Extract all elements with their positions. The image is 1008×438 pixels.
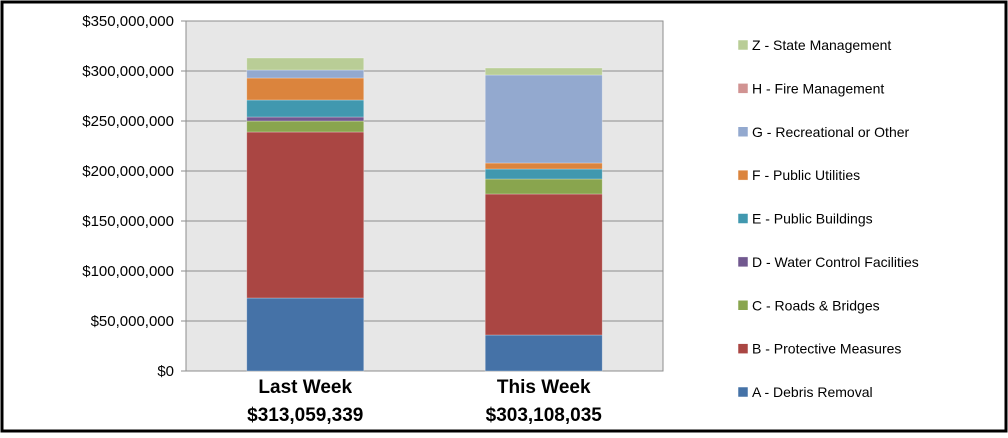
bar-segment-e	[246, 99, 365, 118]
bar-segment-d	[246, 116, 365, 122]
legend-swatch	[737, 213, 749, 224]
y-tick-label: $200,000,000	[82, 163, 174, 180]
x-category-total-label: $303,108,035	[486, 405, 603, 426]
legend-label: H - Fire Management	[752, 80, 884, 96]
legend-swatch	[737, 126, 749, 137]
legend: Z - State Management H - Fire Management G…	[737, 37, 919, 400]
bar-segment-c	[484, 178, 603, 195]
bar-segment-z	[484, 67, 603, 76]
bar-segment-f	[246, 77, 365, 101]
x-axis: Last Week $313,059,339 This Week $303,108,0…	[247, 377, 602, 426]
legend-swatch	[737, 169, 749, 181]
y-tick-label: $0	[157, 363, 174, 380]
y-tick-label: $250,000,000	[82, 113, 174, 130]
x-category-label: This Week	[497, 377, 591, 398]
bar-segment-g	[484, 74, 603, 164]
bars	[246, 57, 603, 372]
x-category-label: Last Week	[258, 377, 352, 398]
legend-swatch	[737, 300, 749, 311]
bar-segment-b	[246, 131, 365, 299]
y-axis: $0 $50,000,000 $100,000,000 $150,000,000 $20…	[82, 13, 186, 380]
y-tick-label: $350,000,000	[82, 13, 174, 30]
legend-swatch	[737, 343, 749, 354]
bar-segment-g	[246, 69, 365, 79]
bar-segment-c	[246, 120, 365, 133]
y-tick-label: $50,000,000	[91, 313, 174, 330]
x-category-total-label: $313,059,339	[247, 405, 363, 426]
legend-swatch	[737, 83, 749, 94]
legend-label: C - Roads & Bridges	[752, 297, 880, 313]
bar-segment-f	[484, 162, 603, 170]
bar-segment-e	[484, 168, 603, 180]
y-tick-label: $300,000,000	[82, 63, 174, 80]
y-tick-label: $150,000,000	[82, 213, 174, 230]
bar-segment-a	[246, 297, 365, 372]
legend-label: F - Public Utilities	[752, 167, 860, 183]
legend-swatch	[737, 386, 749, 398]
legend-label: A - Debris Removal	[752, 384, 873, 400]
bar-segment-b	[484, 193, 603, 336]
legend-swatch	[737, 39, 749, 51]
legend-label: G - Recreational or Other	[752, 124, 910, 140]
legend-label: B - Protective Measures	[752, 341, 901, 357]
legend-swatch	[737, 256, 749, 268]
y-tick-label: $100,000,000	[82, 263, 174, 280]
legend-label: E - Public Buildings	[752, 211, 873, 227]
bar-segment-a	[484, 334, 603, 372]
legend-label: D - Water Control Facilities	[752, 254, 919, 270]
legend-label: Z - State Management	[752, 37, 891, 53]
bar-segment-z	[246, 57, 365, 71]
